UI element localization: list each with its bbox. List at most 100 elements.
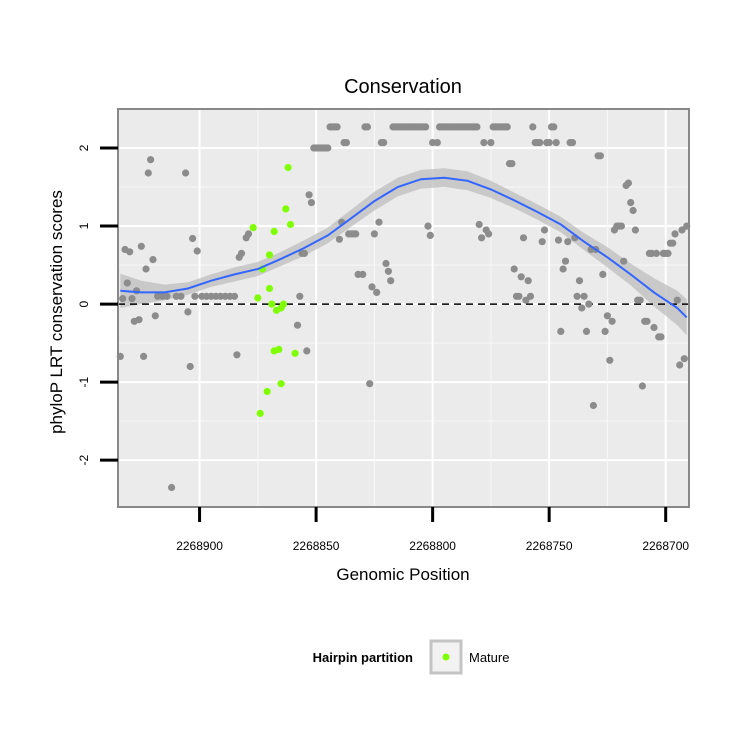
legend-title: Hairpin partition xyxy=(313,650,413,665)
point-other xyxy=(603,312,612,320)
y-tick-label: -1 xyxy=(77,376,91,387)
point-other xyxy=(230,292,239,300)
point-other xyxy=(557,327,565,335)
point-other xyxy=(359,270,367,278)
point-other xyxy=(629,206,637,215)
point-other xyxy=(433,139,441,147)
point-other xyxy=(168,483,176,492)
point-other xyxy=(380,139,388,147)
point-other xyxy=(540,226,549,234)
point-other xyxy=(517,273,525,281)
point-other xyxy=(526,292,535,300)
point-other xyxy=(303,347,311,355)
smooth-fit-line xyxy=(120,176,688,319)
point-other xyxy=(624,179,633,187)
point-other xyxy=(293,321,302,329)
point-other xyxy=(564,238,572,246)
point-other xyxy=(589,401,598,410)
point-other xyxy=(244,230,253,238)
point-other xyxy=(296,292,304,300)
confidence-band xyxy=(120,168,687,336)
point-other xyxy=(475,220,483,229)
y-tick-label: 0 xyxy=(77,300,91,307)
smooth-curve xyxy=(120,176,688,319)
point-other xyxy=(135,316,143,324)
point-other xyxy=(671,230,679,238)
point-other xyxy=(300,249,308,257)
point-other xyxy=(366,380,374,388)
point-other xyxy=(189,234,197,243)
point-other xyxy=(142,265,150,273)
point-other xyxy=(126,248,134,256)
point-other xyxy=(608,317,616,325)
point-other xyxy=(636,296,644,304)
axes: 2268900 2268850 2268800 2268750 2268700 -2 -1 0… xyxy=(77,144,689,553)
point-other xyxy=(177,292,185,300)
point-other xyxy=(133,287,141,295)
point-other xyxy=(536,139,544,147)
point-other xyxy=(578,304,586,312)
point-other xyxy=(669,239,677,247)
point-other xyxy=(620,257,628,265)
point-other xyxy=(580,292,588,300)
point-other xyxy=(382,259,390,268)
point-other xyxy=(384,267,392,275)
point-other xyxy=(193,247,201,255)
point-other xyxy=(652,249,661,257)
point-other xyxy=(554,236,563,244)
point-other xyxy=(370,230,378,238)
point-mature xyxy=(284,163,292,172)
point-other xyxy=(163,292,171,300)
point-other xyxy=(487,139,495,147)
y-tick-label: 2 xyxy=(77,144,91,151)
legend-mature-marker xyxy=(442,653,450,661)
point-other xyxy=(363,123,371,131)
confidence-ribbon xyxy=(120,168,687,336)
point-other xyxy=(426,231,434,239)
chart-title: Conservation xyxy=(344,76,462,98)
x-tick-label: 2268750 xyxy=(526,539,573,553)
point-other xyxy=(515,292,523,300)
point-other xyxy=(503,123,511,131)
point-other xyxy=(151,312,159,320)
point-mature xyxy=(265,251,274,259)
point-other xyxy=(144,169,152,177)
point-other xyxy=(617,222,626,230)
point-other xyxy=(601,327,609,335)
x-tick-label: 2268700 xyxy=(642,539,689,553)
point-other xyxy=(335,235,343,243)
plot-panel xyxy=(118,109,689,507)
point-other xyxy=(485,230,493,238)
plot-border xyxy=(117,108,690,508)
point-other xyxy=(140,352,148,360)
point-other xyxy=(149,256,157,264)
point-other xyxy=(510,265,518,273)
legend-key xyxy=(429,639,463,675)
point-other xyxy=(137,242,145,250)
point-other xyxy=(524,277,532,285)
point-other xyxy=(529,123,537,131)
legend-label-mature: Mature xyxy=(469,650,509,665)
point-other xyxy=(305,191,313,199)
point-other xyxy=(545,139,553,147)
point-other xyxy=(519,234,528,242)
point-mature xyxy=(282,205,290,213)
point-mature xyxy=(254,294,262,302)
point-mature xyxy=(249,224,257,232)
legend: Hairpin partition Mature xyxy=(313,639,509,675)
data-points xyxy=(116,123,691,492)
point-mature xyxy=(291,349,299,357)
point-other xyxy=(119,295,127,303)
point-other xyxy=(324,144,332,152)
point-other xyxy=(673,296,681,304)
point-other xyxy=(631,226,640,234)
point-mature xyxy=(256,409,264,417)
point-other xyxy=(538,238,546,246)
point-other xyxy=(233,351,241,359)
y-axis-title: phyloP LRT conservation scores xyxy=(47,190,66,434)
point-other xyxy=(184,308,192,316)
point-other xyxy=(342,139,350,147)
point-other xyxy=(373,288,381,296)
x-tick-label: 2268850 xyxy=(293,539,340,553)
point-other xyxy=(650,323,658,332)
